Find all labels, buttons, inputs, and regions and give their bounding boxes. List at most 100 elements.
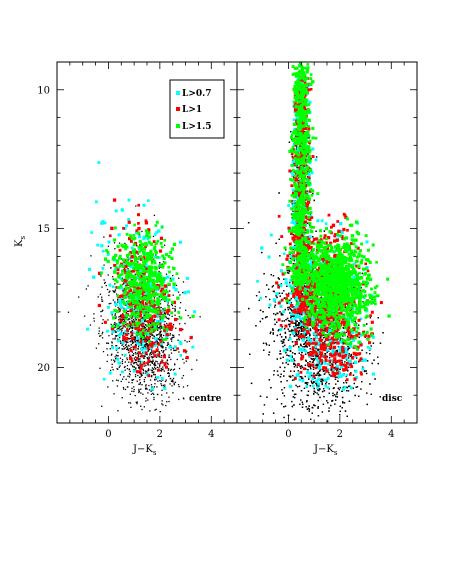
centre-point	[144, 329, 146, 332]
centre-point	[163, 289, 167, 293]
centre-point	[145, 306, 149, 310]
centre-point	[146, 357, 149, 360]
centre-point	[170, 349, 172, 351]
centre-point	[120, 317, 122, 319]
centre-point	[120, 278, 124, 282]
centre-point	[158, 264, 162, 267]
centre-point	[193, 310, 197, 314]
centre-point	[166, 401, 168, 403]
centre-point	[142, 334, 144, 337]
centre-point	[129, 348, 131, 350]
centre-point	[162, 256, 166, 261]
centre-point	[129, 374, 131, 376]
centre-point	[150, 299, 154, 304]
centre-point	[125, 294, 130, 298]
centre-point	[130, 326, 132, 328]
centre-point	[144, 351, 148, 355]
centre-point	[178, 385, 180, 388]
centre-point	[146, 320, 150, 324]
centre-point	[163, 261, 167, 265]
centre-point	[143, 344, 146, 346]
centre-point	[123, 267, 126, 269]
centre-point	[128, 293, 132, 296]
centre-point	[187, 314, 189, 317]
centre-point	[109, 348, 111, 350]
centre-point	[167, 372, 169, 374]
centre-point	[140, 242, 144, 246]
centre-point	[151, 334, 154, 336]
centre-point	[138, 351, 141, 355]
centre-point	[142, 253, 146, 256]
y-tick-label: 20	[37, 363, 50, 374]
centre-point	[116, 334, 118, 337]
centre-point	[145, 329, 147, 331]
centre-point	[137, 339, 139, 341]
centre-point	[147, 300, 151, 304]
centre-point	[114, 290, 116, 292]
centre-point	[154, 362, 156, 364]
centre-point	[98, 327, 100, 329]
centre-point	[128, 305, 132, 309]
centre-point	[153, 255, 157, 259]
centre-point	[149, 329, 153, 333]
centre-point	[152, 368, 154, 370]
centre-point	[122, 388, 125, 390]
centre-point	[170, 358, 172, 361]
centre-point	[163, 364, 166, 367]
centre-point	[167, 304, 169, 306]
centre-point	[120, 332, 124, 336]
centre-point	[130, 359, 134, 363]
centre-point	[171, 304, 174, 307]
centre-point	[107, 319, 109, 321]
centre-point	[119, 365, 121, 367]
centre-point	[171, 303, 173, 306]
centre-point	[124, 242, 126, 245]
centre-point	[158, 305, 160, 307]
centre-point	[171, 315, 173, 317]
centre-point	[152, 247, 156, 251]
centre-point	[111, 314, 113, 316]
centre-point	[172, 334, 175, 337]
centre-point	[134, 361, 136, 364]
centre-point	[185, 309, 187, 311]
legend-swatch-l15	[176, 124, 180, 128]
centre-point	[138, 383, 140, 385]
centre-point	[140, 343, 143, 345]
centre-point	[140, 285, 144, 289]
centre-point	[152, 341, 156, 345]
centre-point	[173, 372, 177, 376]
centre-point	[186, 290, 190, 294]
centre-point	[159, 331, 162, 334]
centre-point	[137, 253, 139, 255]
centre-point	[172, 285, 176, 289]
centre-point	[146, 338, 148, 341]
centre-point	[122, 290, 124, 292]
centre-point	[134, 340, 136, 342]
centre-point	[172, 379, 174, 381]
centre-point	[123, 376, 125, 378]
centre-point	[121, 360, 123, 363]
centre-point	[137, 364, 139, 367]
centre-point	[117, 233, 121, 237]
centre-point	[171, 337, 173, 339]
centre-point	[155, 230, 159, 234]
centre-point	[151, 367, 154, 369]
centre-point	[131, 382, 133, 384]
centre-point	[174, 308, 176, 310]
centre-point	[131, 339, 133, 342]
centre-point	[148, 253, 153, 258]
centre-point	[121, 329, 123, 332]
centre-point	[128, 318, 130, 320]
centre-point	[160, 226, 164, 229]
centre-point	[177, 318, 179, 320]
centre-point	[135, 289, 139, 293]
centre-point	[132, 275, 136, 279]
centre-point	[98, 332, 100, 335]
centre-point	[137, 235, 142, 239]
centre-point	[157, 353, 161, 357]
centre-point	[160, 335, 162, 337]
centre-point	[152, 322, 155, 326]
centre-point	[121, 340, 125, 345]
centre-point	[107, 305, 110, 309]
